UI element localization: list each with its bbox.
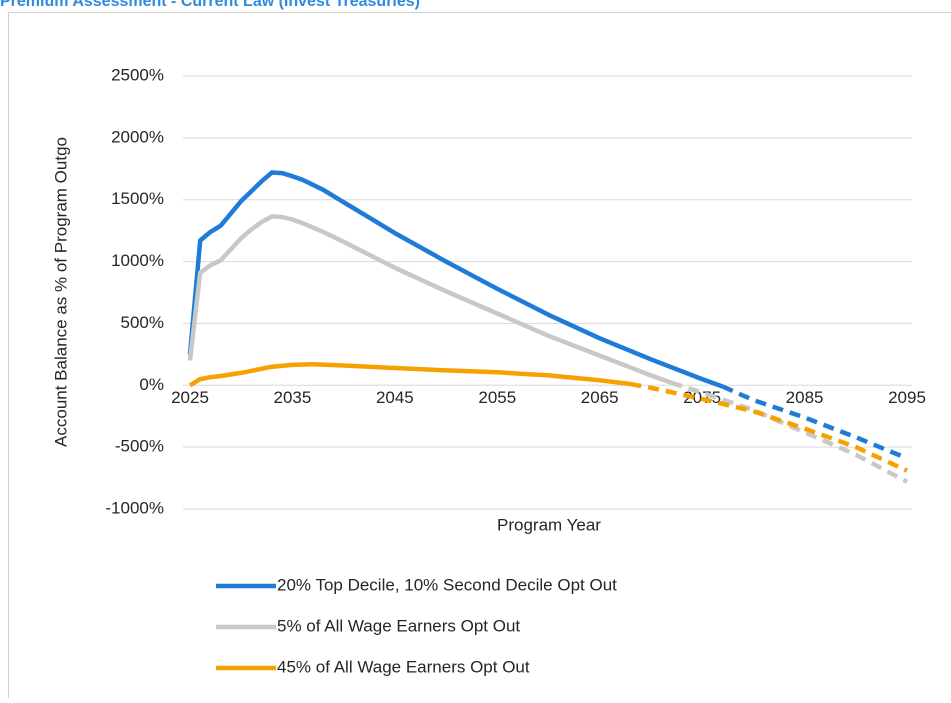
x-tick-label: 2055: [478, 388, 516, 407]
y-tick-label: -1000%: [105, 498, 164, 517]
chart-frame: [9, 13, 951, 699]
y-tick-label: 1500%: [111, 189, 164, 208]
x-tick-label: 2085: [786, 388, 824, 407]
chart-title: Premium Assessment - Current Law (Invest…: [0, 0, 420, 10]
y-tick-label: 0%: [139, 375, 164, 394]
y-tick-label: -500%: [115, 437, 164, 456]
legend-label: 5% of All Wage Earners Opt Out: [277, 616, 520, 635]
x-axis-title: Program Year: [497, 515, 601, 534]
y-tick-label: 1000%: [111, 251, 164, 270]
y-tick-label: 500%: [121, 313, 164, 332]
y-tick-label: 2500%: [111, 65, 164, 84]
y-axis-title: Account Balance as % of Program Outgo: [51, 137, 70, 447]
x-tick-label: 2035: [274, 388, 312, 407]
y-tick-label: 2000%: [111, 127, 164, 146]
legend-label: 20% Top Decile, 10% Second Decile Opt Ou…: [277, 575, 617, 594]
x-tick-label: 2025: [171, 388, 209, 407]
x-tick-label: 2095: [888, 388, 926, 407]
x-tick-label: 2065: [581, 388, 619, 407]
x-tick-label: 2045: [376, 388, 414, 407]
legend-label: 45% of All Wage Earners Opt Out: [277, 657, 530, 676]
